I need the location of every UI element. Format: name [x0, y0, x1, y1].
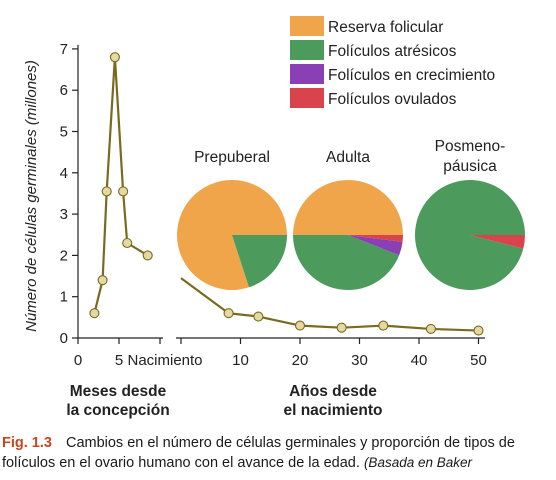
y-tick-label: 6 [60, 82, 68, 99]
pie-title: Posmeno- [435, 138, 506, 155]
figure-number: Fig. 1.3 [2, 435, 52, 451]
pie-slice-reserva [293, 180, 403, 235]
pie-charts: Prepuberal Adulta Posmeno-páusica [176, 138, 525, 291]
pie-slice-ovulados [348, 235, 403, 242]
data-point-prenatal [97, 275, 108, 286]
x-axis-label-prenatal: Meses desde [70, 383, 167, 400]
data-point-prenatal [101, 186, 112, 197]
y-axis-label: Número de células germinales (millones) [23, 60, 40, 332]
data-point-prenatal [89, 308, 100, 319]
x-tick-label-postnatal: 10 [232, 352, 249, 369]
chart-legend: Reserva folicular Folículos atrésicos Folí… [290, 16, 495, 108]
data-point-postnatal [425, 323, 436, 334]
x-tick-label-postnatal: 20 [292, 352, 309, 369]
data-point-prenatal [109, 52, 120, 63]
x-axis-label-postnatal: el nacimiento [283, 402, 382, 419]
legend-label-ovulados: Folículos ovulados [328, 91, 457, 108]
legend-swatch-crecimiento [290, 64, 324, 84]
legend-label-crecimiento: Folículos en crecimiento [328, 67, 495, 84]
data-point-postnatal [473, 325, 484, 336]
x-tick-label-postnatal: 50 [470, 352, 487, 369]
data-point-prenatal [142, 250, 153, 261]
data-point-postnatal [253, 311, 264, 322]
pie-slice-atresicos [414, 180, 525, 291]
data-point-postnatal [336, 322, 347, 333]
x-tick-label-postnatal: Nacimiento [127, 352, 202, 369]
pie-title: Adulta [326, 149, 370, 166]
x-axis-label-prenatal: la concepción [66, 402, 169, 419]
pie-slice-crecimiento [348, 235, 403, 256]
y-tick-label: 4 [60, 165, 68, 182]
follicle-chart: Reserva folicular Folículos atrésicos Folí… [23, 16, 525, 419]
x-tick-label-prenatal: 5 [115, 352, 123, 369]
data-point-prenatal [122, 237, 133, 249]
x-axis-label-postnatal: Años desde [289, 383, 377, 400]
data-point-postnatal [378, 320, 389, 331]
legend-swatch-reserva [290, 16, 324, 36]
pie-title: Prepuberal [194, 149, 270, 166]
pie-slice-atresicos [232, 235, 287, 288]
legend-label-reserva: Reserva folicular [328, 19, 443, 36]
y-tick-label: 5 [60, 124, 68, 141]
y-tick-label: 3 [60, 206, 68, 223]
pie-slice-atresicos [293, 235, 400, 290]
legend-label-atresicos: Folículos atrésicos [328, 43, 457, 60]
data-point-postnatal [294, 320, 306, 331]
x-tick-label-postnatal: 40 [411, 352, 428, 369]
legend-swatch-atresicos [290, 40, 324, 60]
data-point-postnatal [223, 308, 234, 319]
x-tick-label-prenatal: 0 [74, 352, 82, 369]
data-point-prenatal [118, 186, 129, 197]
figure-caption: Fig. 1.3 Cambios en el número de células … [2, 433, 554, 473]
pie-title: páusica [443, 158, 497, 175]
y-tick-label: 2 [60, 247, 68, 264]
caption-source: (Basada en Baker [363, 455, 473, 470]
caption-text: Cambios en el número de células germinal… [2, 435, 515, 471]
series-line-prenatal [93, 56, 149, 314]
chart-axes: 0 1 2 3 4 5 6 7 Número de células germinales (mi… [23, 41, 487, 419]
y-tick-label: 0 [60, 330, 68, 347]
y-tick-label: 1 [60, 289, 68, 306]
x-tick-label-postnatal: 30 [351, 352, 368, 369]
pie-slice-ovulados [470, 235, 525, 249]
legend-swatch-ovulados [290, 88, 324, 108]
chart-series-lines [89, 52, 484, 336]
y-tick-label: 7 [60, 41, 68, 58]
